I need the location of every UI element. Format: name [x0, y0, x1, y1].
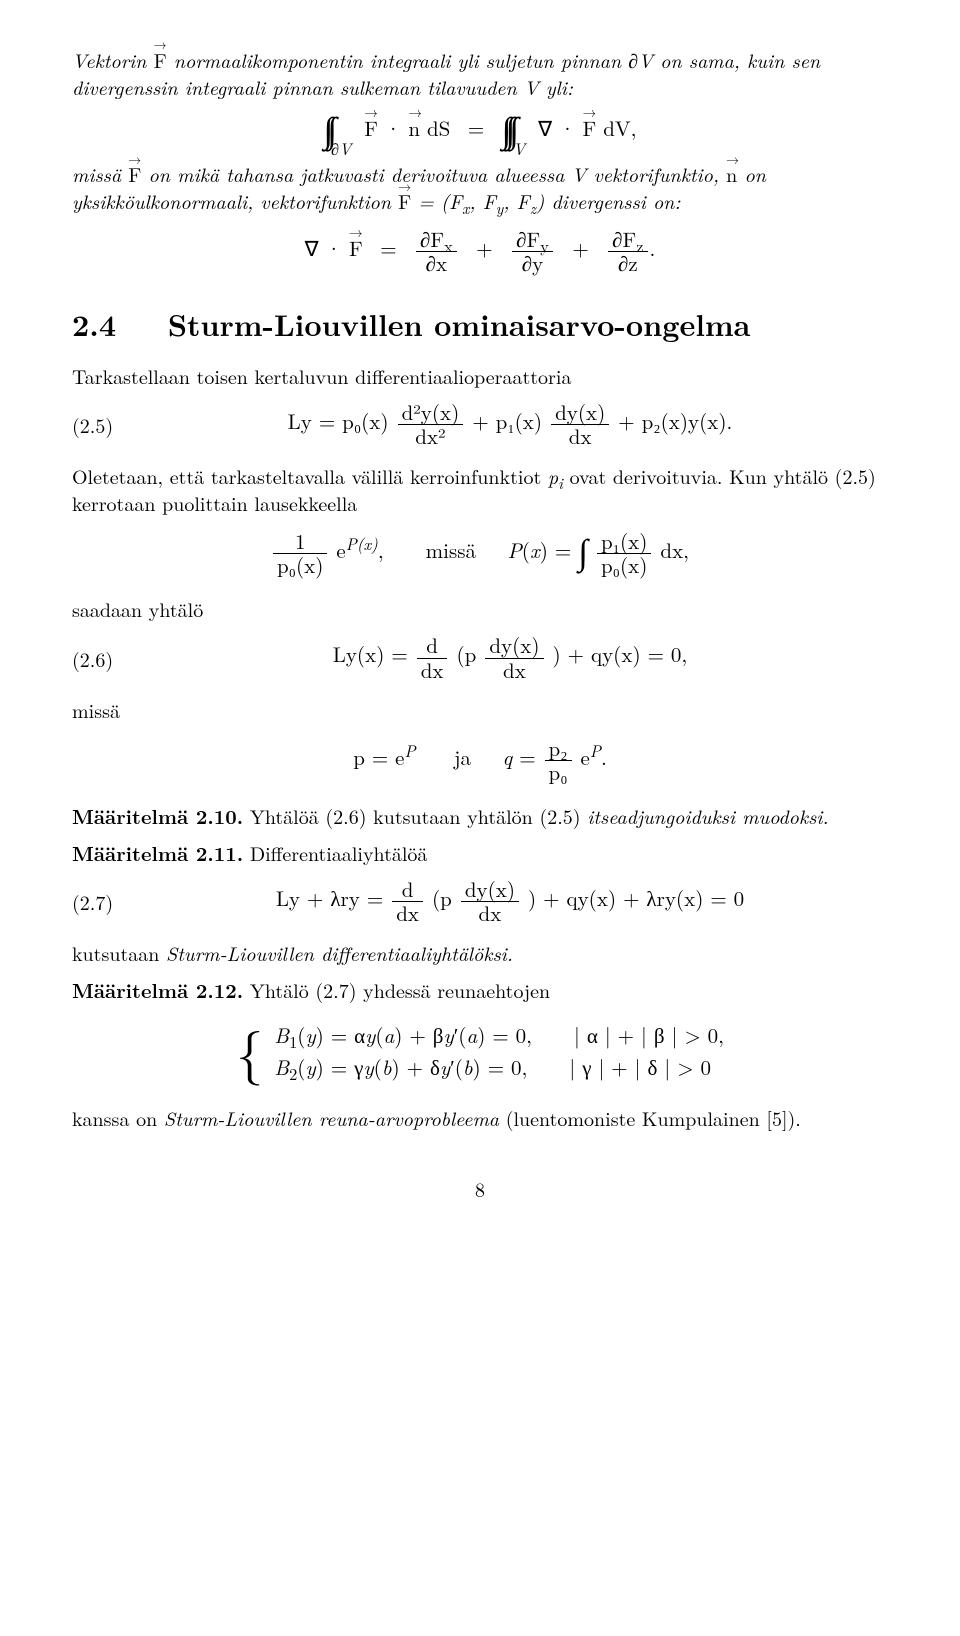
vec-F: F [128, 159, 141, 188]
text: (p [432, 883, 452, 913]
vec-F: F [398, 186, 411, 215]
text: = (Fx, Fy, Fz) divergenssi on: [411, 186, 680, 215]
text: Yhtälöä (2.6) kutsutaan yhtälön (2.5) [243, 801, 587, 830]
den: p₀(x) [597, 554, 651, 577]
eq-label: (2.5) [72, 411, 132, 438]
brace-icon: { [236, 1025, 263, 1074]
para-bvp: kanssa on Sturm-Liouvillen reuna-arvopro… [72, 1104, 888, 1131]
text: kanssa on [72, 1103, 164, 1132]
para-where: missä [72, 696, 888, 723]
page-number: 8 [72, 1175, 888, 1202]
case-row-1: B1(y) = αy(a) + βy′(a) = 0, | α | + | β … [274, 1021, 724, 1049]
text: + p₂(x)y(x). [618, 406, 732, 436]
eq-divergence-theorem: ∫∫∂V F · n dS = ∫∫∫V ∇ · F dV, [72, 114, 888, 142]
exp: P [590, 739, 601, 762]
eq-expr: Ly + λry = ddx (p dy(x)dx ) + qy(x) + λr… [132, 878, 888, 925]
exp: P(x) [346, 532, 378, 555]
den: p₀(x) [273, 554, 327, 577]
term: Sturm-Liouvillen differentiaaliyhtälöksi… [166, 938, 513, 967]
den: dx [461, 902, 519, 925]
eq-label: (2.6) [72, 645, 132, 672]
intro-para-1: Vektorin F normaalikomponentin integraal… [72, 46, 888, 100]
definition-2-12: Määritelmä 2.12. Yhtälö (2.7) yhdessä re… [72, 976, 888, 1003]
den: p₀ [545, 761, 572, 784]
text: Yhtälö (2.7) yhdessä reunaehtojen [243, 975, 550, 1004]
intro-para-2: missä F on mikä tahansa jatkuvasti deriv… [72, 160, 888, 214]
case-row-2: B2(y) = γy(b) + δy′(b) = 0, | γ | + | δ … [274, 1053, 724, 1081]
eq-p-q-def: p = eP ja q = p₂p₀ eP. [72, 737, 888, 784]
text: + p₁(x) [472, 406, 542, 436]
eq-2-7: (2.7) Ly + λry = ddx (p dy(x)dx ) + qy(x… [72, 878, 888, 925]
text: Ly(x) = [333, 640, 415, 670]
section-heading: 2.4 Sturm-Liouvillen ominaisarvo-ongelma [72, 304, 888, 345]
eq-divergence-def: ∇ · F = ∂Fx∂x + ∂Fy∂y + ∂Fz∂z. [72, 228, 888, 275]
eq-2-5: (2.5) Ly = p₀(x) d²y(x)dx² + p₁(x) dy(x)… [72, 401, 888, 448]
text: normaalikomponentin integraali yli sulje… [72, 45, 820, 101]
exp: P [405, 739, 416, 762]
cases-body: B1(y) = αy(a) + βy′(a) = 0, | α | + | β … [274, 1017, 724, 1086]
text: ) + qy(x) + λry(x) = 0 [528, 883, 744, 913]
def-head: Määritelmä 2.12. [72, 975, 243, 1004]
definition-2-11: Määritelmä 2.11. Differentiaaliyhtälöä [72, 839, 888, 866]
term: itseadjungoiduksi muodoksi. [587, 801, 828, 830]
section-number: 2.4 [72, 302, 116, 345]
eq-boundary-cases: { B1(y) = αy(a) + βy′(a) = 0, | α | + | … [72, 1017, 888, 1086]
eq-multiplier: 1p₀(x) eP(x), missä P(x) = ∫ p₁(x)p₀(x) … [72, 530, 888, 577]
text: e [336, 535, 345, 565]
para-yields: saadaan yhtälö [72, 595, 888, 622]
den: dx [392, 902, 423, 925]
text: Differentiaaliyhtälöä [243, 838, 427, 867]
text: missä [72, 159, 128, 188]
para-called-sl: kutsutaan Sturm-Liouvillen differentiaal… [72, 939, 888, 966]
eq-label: (2.7) [72, 888, 132, 915]
vec-F: F [154, 45, 167, 74]
text: Ly = p₀(x) [288, 406, 389, 436]
def-head: Määritelmä 2.10. [72, 801, 243, 830]
text: Vektorin [72, 45, 154, 74]
para-assume: Oletetaan, että tarkasteltavalla välillä… [72, 462, 888, 516]
section-title: Sturm-Liouvillen ominaisarvo-ongelma [168, 302, 751, 345]
text: p = e [353, 742, 404, 772]
para-operator-intro: Tarkastellaan toisen kertaluvun differen… [72, 362, 888, 389]
den: dx [551, 425, 609, 448]
text: dx, [660, 535, 689, 565]
term: Sturm-Liouvillen reuna-arvoprobleema [164, 1103, 499, 1132]
definition-2-10: Määritelmä 2.10. Yhtälöä (2.6) kutsutaan… [72, 802, 888, 829]
den: dx [485, 659, 543, 682]
text: (p [456, 640, 476, 670]
text: kutsutaan [72, 938, 166, 967]
eq-expr: Ly = p₀(x) d²y(x)dx² + p₁(x) dy(x)dx + p… [132, 401, 888, 448]
eq-2-6: (2.6) Ly(x) = ddx (p dy(x)dx ) + qy(x) =… [72, 634, 888, 681]
text: ) + qy(x) = 0, [553, 640, 688, 670]
text: (luentomoniste Kumpulainen [5]). [499, 1103, 801, 1132]
den: dx² [398, 425, 464, 448]
den: dx [417, 659, 448, 682]
text: e [581, 742, 590, 772]
text: Ly + λry = [276, 883, 390, 913]
text: on mikä tahansa jatkuvasti derivoituva a… [141, 159, 726, 188]
def-head: Määritelmä 2.11. [72, 838, 243, 867]
eq-expr: Ly(x) = ddx (p dy(x)dx ) + qy(x) = 0, [132, 634, 888, 681]
vec-n: n [726, 159, 737, 188]
dot: . [601, 742, 607, 772]
